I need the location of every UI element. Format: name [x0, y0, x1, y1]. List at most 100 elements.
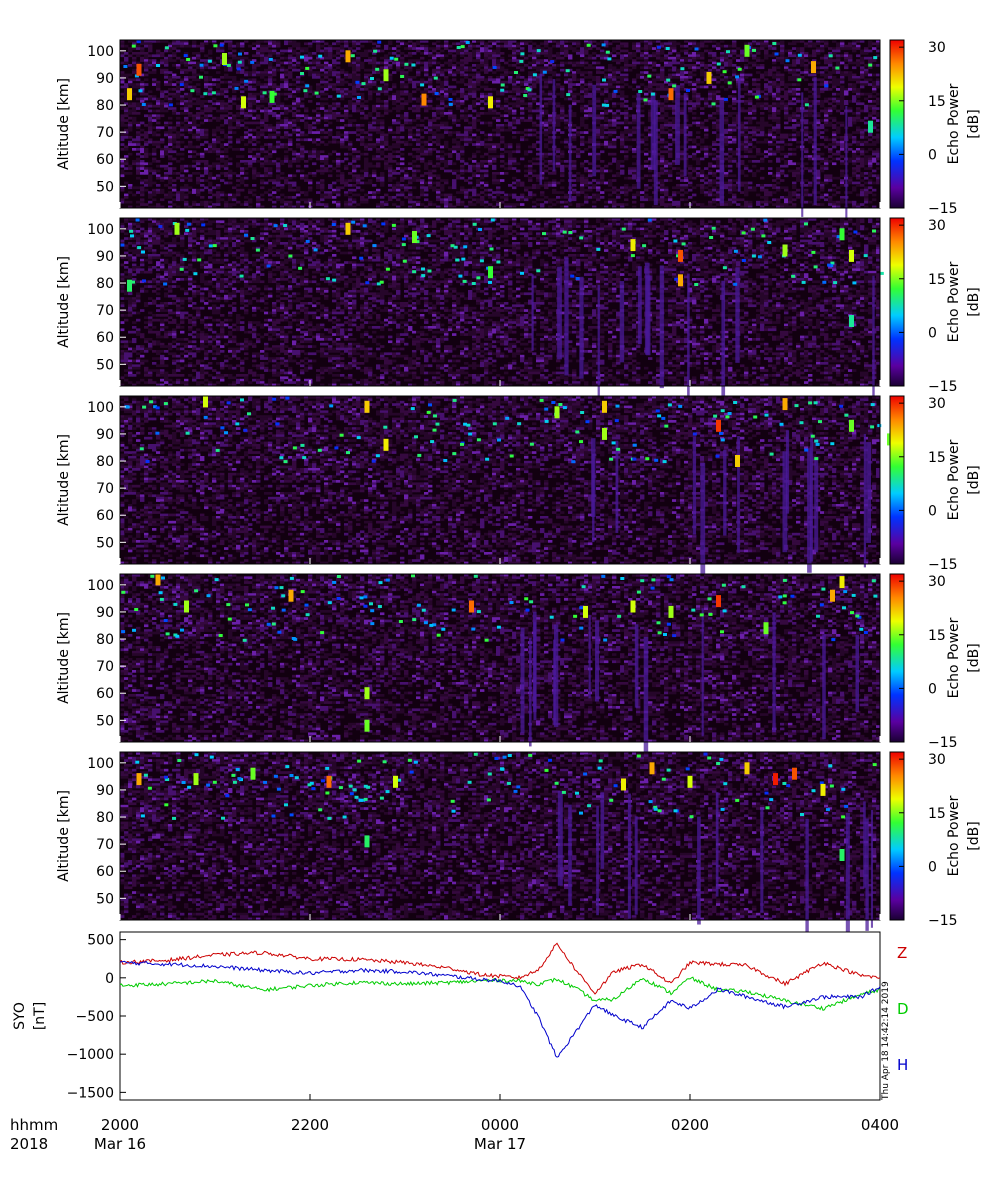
echo-blip [493, 66, 497, 69]
echo-blip [274, 224, 278, 227]
echo-blip [346, 451, 350, 454]
echo-blip [326, 277, 330, 280]
echo-blip [235, 422, 239, 425]
strong-echo-6 [346, 50, 351, 62]
echo-blip [804, 222, 808, 225]
echo-blip [601, 575, 605, 578]
echo-blip [461, 45, 465, 48]
strong-echo-2 [184, 601, 189, 613]
echo-blip [149, 400, 153, 403]
echo-blip [315, 92, 319, 95]
echo-blip [721, 409, 725, 412]
echo-blip [658, 631, 662, 634]
strong-echo-9 [688, 776, 693, 788]
echo-blip [360, 596, 364, 599]
echo-blip [386, 790, 390, 793]
echo-blip [821, 588, 825, 591]
echo-blip [318, 55, 322, 58]
magnetometer-frame [120, 932, 880, 1100]
plot-timestamp: Thu Apr 18 14:42:14 2019 [881, 981, 891, 1101]
echo-blip [644, 98, 648, 101]
echo-blip [402, 238, 406, 241]
colorbar-tick-label: 30 [928, 396, 946, 412]
echo-blip [267, 265, 271, 268]
echo-blip [839, 405, 843, 408]
echo-blip [433, 414, 437, 417]
echo-blip [864, 254, 868, 257]
echo-blip [318, 449, 322, 452]
echo-blip [579, 606, 583, 609]
echo-blip [766, 806, 770, 809]
echo-blip [526, 609, 530, 612]
echo-blip [662, 778, 666, 781]
echo-blip [637, 755, 641, 758]
echo-blip [707, 757, 711, 760]
echo-blip [325, 792, 329, 795]
echo-blip [722, 584, 726, 587]
echo-blip [164, 619, 168, 622]
echo-blip [355, 796, 359, 799]
echo-blip [474, 575, 478, 578]
echo-blip [417, 604, 421, 607]
strong-echo-3 [346, 223, 351, 235]
echo-blip [682, 242, 686, 245]
echo-blip [441, 628, 445, 631]
strong-echo-4 [412, 231, 417, 243]
echo-blip [165, 46, 169, 49]
strong-echo-8 [650, 762, 655, 774]
echo-blip [231, 774, 235, 777]
echo-blip [719, 758, 723, 761]
echo-blip [791, 275, 795, 278]
echo-blip [220, 426, 224, 429]
echo-blip [136, 219, 140, 222]
echo-blip [163, 283, 167, 286]
echo-blip [599, 759, 603, 762]
strong-echo-10 [669, 88, 674, 100]
strong-echo-6 [602, 428, 607, 440]
echo-blip [399, 620, 403, 623]
echo-blip [320, 631, 324, 634]
echo-blip [632, 458, 636, 461]
echo-blip [561, 639, 565, 642]
echo-blip [672, 634, 676, 637]
echo-blip [381, 222, 385, 225]
echo-blip [443, 459, 447, 462]
echo-blip [474, 753, 478, 756]
colorbar [890, 396, 904, 564]
echo-blip [873, 595, 877, 598]
echo-blip [808, 401, 812, 404]
echo-blip [719, 432, 723, 435]
echo-blip [221, 817, 225, 820]
echo-blip [427, 234, 431, 237]
echo-blip [528, 754, 532, 757]
echo-blip [213, 781, 217, 784]
strong-echo-7 [384, 69, 389, 81]
echo-blip [235, 87, 239, 90]
strong-echo-1 [156, 573, 161, 585]
echo-blip [550, 616, 554, 619]
colorbar [890, 40, 904, 208]
echo-blip [328, 601, 332, 604]
echo-blip [184, 54, 188, 57]
echo-blip [830, 442, 834, 445]
echo-blip [477, 438, 481, 441]
strong-echo-12 [792, 768, 797, 780]
echo-blip [609, 799, 613, 802]
echo-blip [765, 792, 769, 795]
echo-blip [563, 406, 567, 409]
echo-blip [742, 585, 746, 588]
echo-blip [240, 398, 244, 401]
strong-echo-2 [137, 64, 142, 76]
echo-blip [798, 54, 802, 57]
mag-y-tick-label: −500 [76, 1009, 114, 1025]
echo-blip [661, 417, 665, 420]
echo-blip [377, 41, 381, 44]
echo-blip [602, 79, 606, 82]
echo-blip [575, 430, 579, 433]
echo-blip [804, 449, 808, 452]
echo-blip [783, 594, 787, 597]
echo-blip [325, 767, 329, 770]
echo-blip [428, 403, 432, 406]
echo-blip [314, 248, 318, 251]
